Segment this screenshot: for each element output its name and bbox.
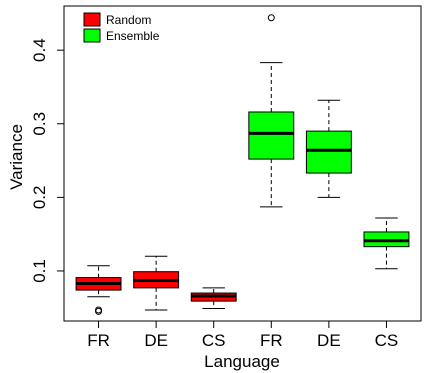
x-tick-label: FR xyxy=(87,331,110,350)
legend-swatch-ensemble xyxy=(83,28,101,43)
x-tick-label: FR xyxy=(260,331,283,350)
x-tick-label: DE xyxy=(317,331,341,350)
plot-frame xyxy=(63,5,422,322)
y-tick-label: 0.2 xyxy=(30,186,49,210)
box xyxy=(305,130,352,174)
y-tick-label: 0.3 xyxy=(30,112,49,136)
legend: Random Ensemble xyxy=(83,12,160,43)
box-group xyxy=(248,14,295,208)
legend-label-random: Random xyxy=(106,13,151,27)
box-group xyxy=(75,265,122,315)
x-tick-label: CS xyxy=(375,331,399,350)
x-axis-title: Language xyxy=(204,352,280,371)
box-group xyxy=(133,255,180,311)
outlier-point xyxy=(267,14,275,22)
outlier-point xyxy=(95,307,103,315)
y-tick-label: 0.4 xyxy=(30,38,49,62)
x-tick-label: DE xyxy=(144,331,168,350)
box xyxy=(248,111,295,160)
box-group xyxy=(190,287,237,309)
box-group xyxy=(363,217,410,270)
box-group xyxy=(305,99,352,198)
y-ticks: 0.1 0.2 0.3 0.4 xyxy=(30,38,64,283)
boxes xyxy=(75,14,410,315)
x-tick-label: CS xyxy=(202,331,226,350)
y-axis-title: Variance xyxy=(7,124,26,190)
legend-swatch-random xyxy=(83,12,101,27)
y-tick-label: 0.1 xyxy=(30,259,49,283)
legend-label-ensemble: Ensemble xyxy=(106,29,160,43)
x-ticks: FR DE CS FR DE CS xyxy=(87,321,398,350)
